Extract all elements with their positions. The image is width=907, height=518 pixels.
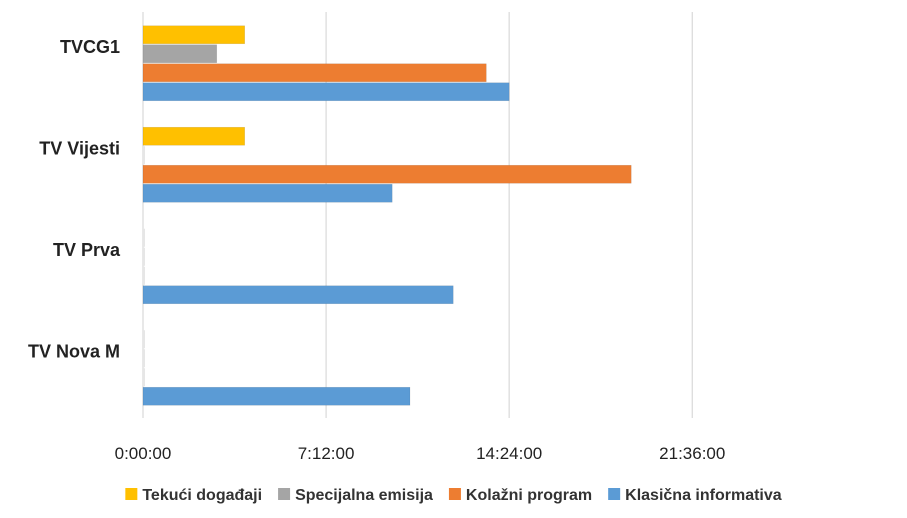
- bar-tv-vijesti-0: [142, 126, 246, 146]
- bar-tv-prva-3: [142, 285, 454, 305]
- bar-tvcg1-0: [142, 25, 246, 45]
- bar-zero: [143, 146, 145, 165]
- bar-zero: [143, 368, 145, 387]
- category-label: TV Nova M: [28, 341, 120, 361]
- bar-tv-vijesti-3: [142, 183, 393, 203]
- x-tick-label: 0:00:00: [115, 444, 172, 463]
- legend-label: Klasična informativa: [625, 487, 782, 504]
- legend-swatch: [125, 488, 138, 500]
- category-label: TV Vijesti: [39, 138, 120, 158]
- legend-swatch: [608, 488, 621, 500]
- legend-label: Tekući događaji: [142, 487, 262, 504]
- category-label: TV Prva: [53, 240, 121, 260]
- legend-label: Kolažni program: [466, 487, 592, 504]
- bar-tvcg1-3: [142, 82, 510, 102]
- legend: Tekući događaji Specijalna emisija Kolažni…: [125, 487, 782, 504]
- bar-tvcg1-2: [142, 63, 487, 83]
- x-tick-label: 14:24:00: [476, 444, 542, 463]
- category-label: TVCG1: [60, 37, 120, 57]
- bar-zero: [143, 330, 145, 349]
- bar-zero: [143, 266, 145, 285]
- legend-label: Specijalna emisija: [295, 487, 433, 504]
- x-tick-label: 21:36:00: [659, 444, 725, 463]
- category-labels: TVCG1 TV Vijesti TV Prva TV Nova M: [28, 37, 121, 362]
- bar-zero: [143, 349, 145, 368]
- bar-zero: [143, 228, 145, 247]
- bar-tv-nova-m-3: [142, 386, 411, 406]
- bar-tvcg1-1: [142, 44, 218, 64]
- x-axis-ticks: 0:00:00 7:12:00 14:24:00 21:36:00: [115, 444, 726, 463]
- legend-swatch: [448, 488, 461, 500]
- bar-tv-vijesti-2: [142, 164, 632, 184]
- bar-zero: [143, 247, 145, 266]
- bars: [142, 25, 632, 406]
- legend-swatch: [278, 488, 291, 500]
- x-tick-label: 7:12:00: [298, 444, 355, 463]
